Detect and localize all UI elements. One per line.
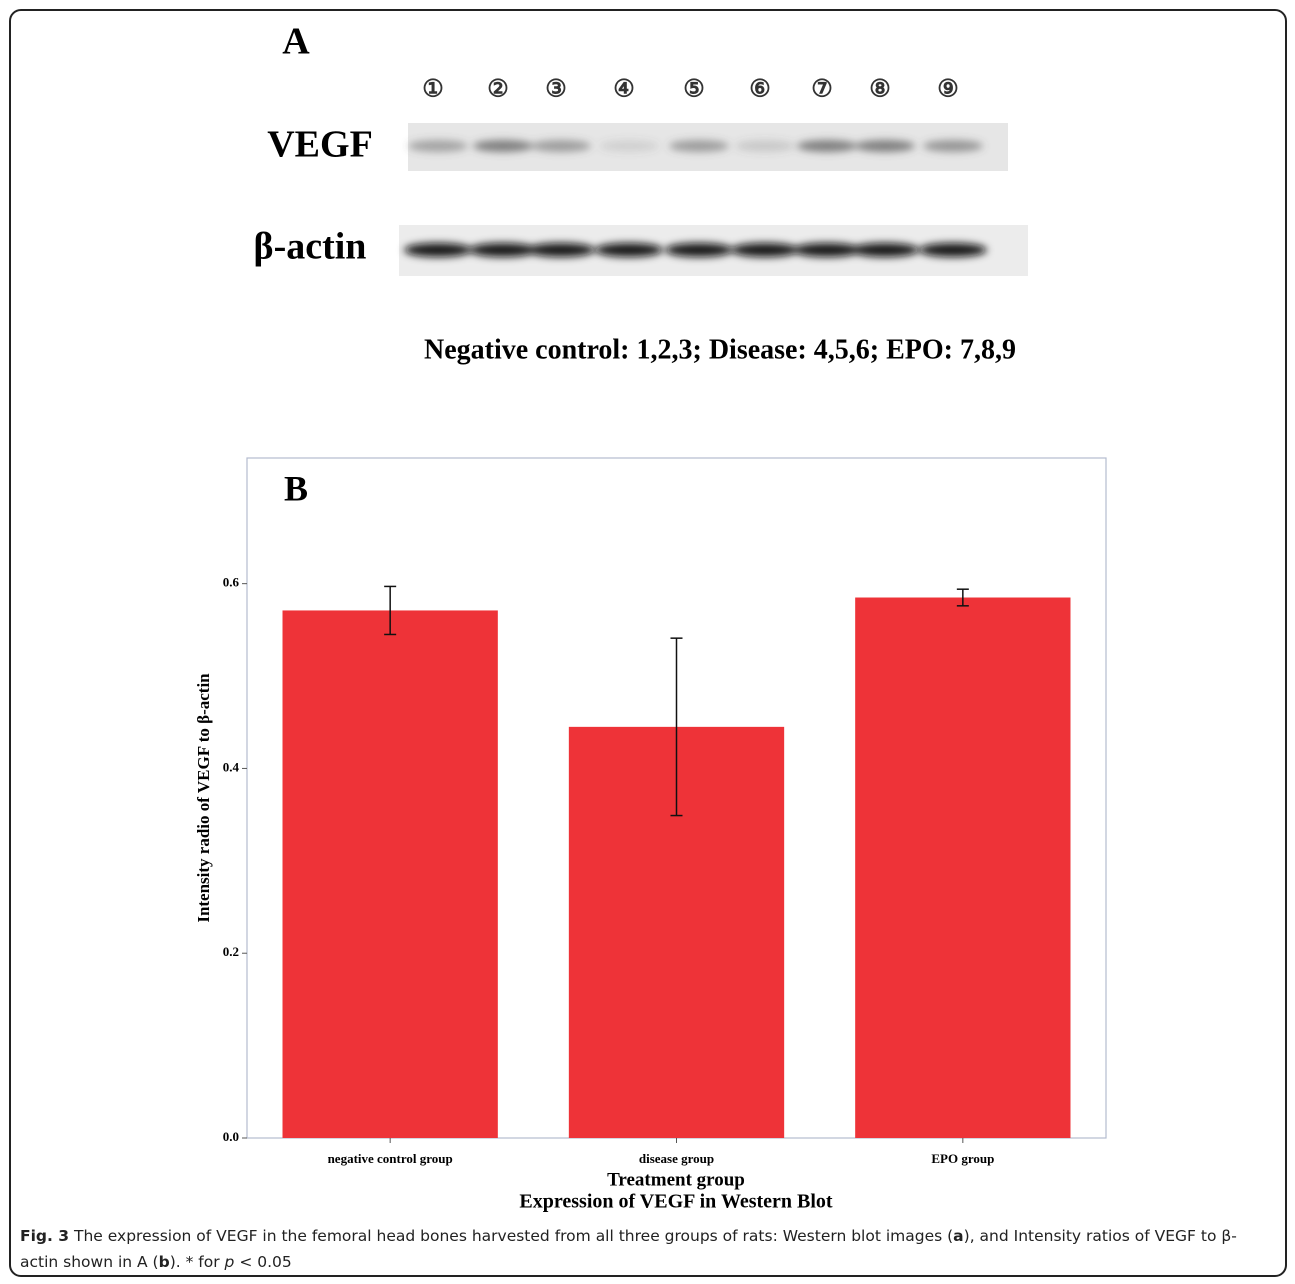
band: [531, 140, 591, 152]
lane-number: ⑦: [811, 77, 833, 103]
y-tick-label: 0.4: [223, 759, 240, 774]
band: [599, 140, 659, 152]
y-tick-label: 0.6: [223, 575, 240, 590]
band: [595, 243, 663, 257]
band: [665, 243, 733, 257]
lane-number: ②: [487, 77, 509, 103]
row-label: VEGF: [267, 124, 373, 166]
caption-label: Fig. 3: [20, 1227, 69, 1245]
band: [855, 140, 915, 152]
band: [469, 243, 537, 257]
panel-label: B: [284, 468, 308, 508]
lane-number: ①: [422, 77, 444, 103]
x-tick-label: negative control group: [328, 1151, 453, 1166]
lane-number: ⑤: [683, 77, 705, 103]
lane-number: ④: [613, 77, 635, 103]
chart-title: Expression of VEGF in Western Blot: [519, 1191, 833, 1213]
caption-text: ). * for: [170, 1253, 220, 1271]
band: [408, 140, 468, 152]
band: [731, 243, 799, 257]
caption-text: The expression of VEGF in the femoral he…: [74, 1227, 953, 1245]
lane-number: ⑧: [869, 77, 891, 103]
band: [851, 243, 919, 257]
band: [923, 140, 983, 152]
caption-text: < 0.05: [239, 1253, 291, 1271]
panel-label: A: [282, 21, 310, 63]
band: [473, 140, 533, 152]
y-tick-label: 0.0: [223, 1129, 239, 1144]
band: [797, 140, 857, 152]
x-tick-label: EPO group: [931, 1151, 994, 1166]
y-axis-label: Intensity radio of VEGF to β-actin: [194, 673, 213, 923]
x-tick-label: disease group: [639, 1151, 714, 1166]
caption-text: a: [953, 1227, 963, 1245]
band: [404, 243, 472, 257]
band: [527, 243, 595, 257]
caption: Fig. 3 The expression of VEGF in the fem…: [20, 1223, 1275, 1275]
lane-number: ③: [545, 77, 567, 103]
bar: [855, 598, 1070, 1138]
row-label: β-actin: [254, 226, 367, 268]
figure: A VEGF β-actin Negative control: 1,2,3; …: [0, 0, 1295, 1284]
bar: [283, 610, 498, 1138]
caption-text: p: [225, 1253, 235, 1271]
band: [793, 243, 861, 257]
lane-number: ⑥: [749, 77, 771, 103]
lane-legend: Negative control: 1,2,3; Disease: 4,5,6;…: [424, 334, 1016, 365]
caption-text: b: [159, 1253, 170, 1271]
band: [919, 243, 987, 257]
y-tick-label: 0.2: [223, 944, 239, 959]
band: [669, 140, 729, 152]
page: A VEGF β-actin Negative control: 1,2,3; …: [0, 0, 1295, 1284]
band: [735, 140, 795, 152]
x-axis-label: Treatment group: [607, 1169, 745, 1190]
lane-number: ⑨: [937, 77, 959, 103]
